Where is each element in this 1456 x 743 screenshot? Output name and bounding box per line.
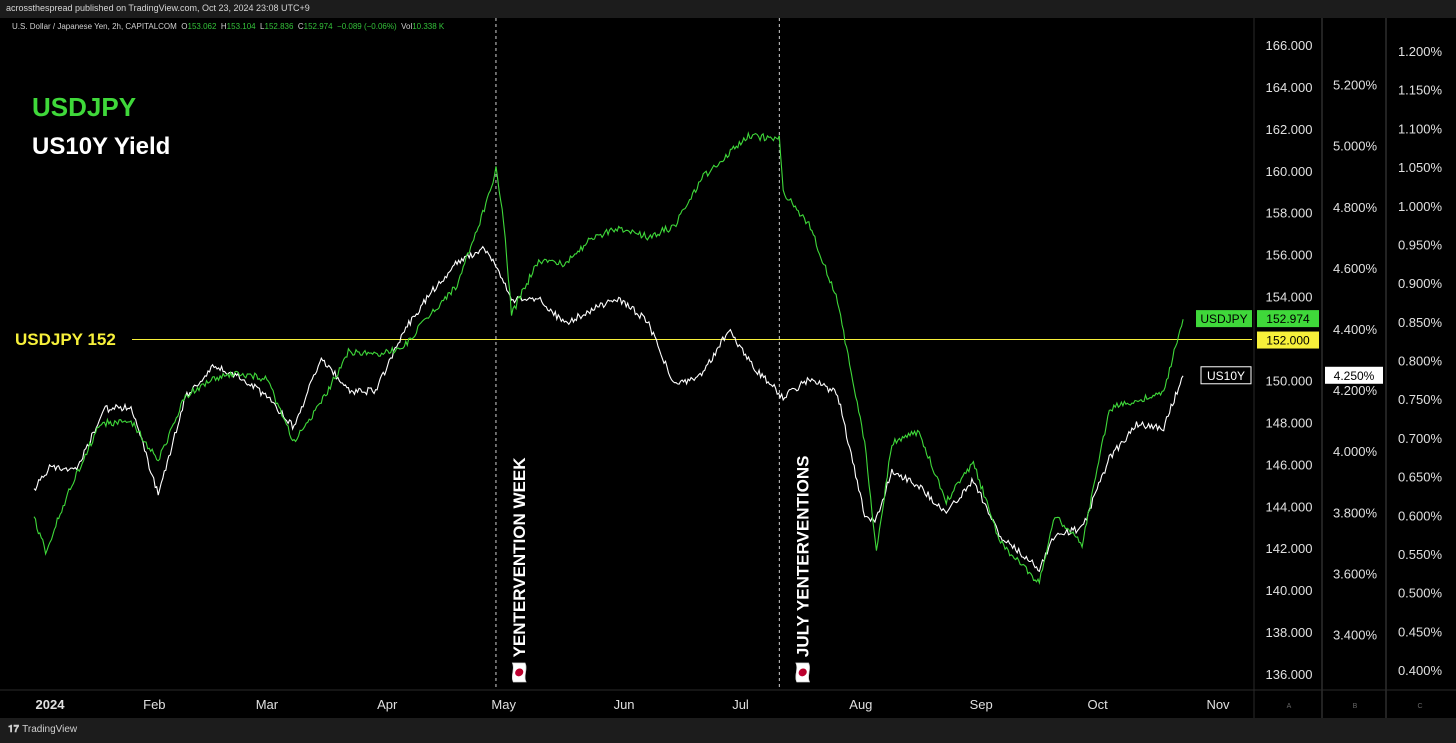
c-axis-tick: 0.800% [1398, 354, 1443, 369]
c-axis-tick: 0.400% [1398, 663, 1443, 678]
scale-letter-a[interactable]: A [1287, 703, 1292, 710]
open-label: O [181, 22, 188, 31]
usdjpy-axis-tick: 146.000 [1266, 457, 1313, 472]
c-axis-tick: 0.750% [1398, 392, 1443, 407]
us10y-axis-tick: 4.000% [1333, 444, 1378, 459]
close-label: C [297, 22, 304, 31]
usdjpy-axis-tick: 164.000 [1266, 80, 1313, 95]
time-axis-tick: Nov [1206, 697, 1230, 712]
intervention-marker-label: 🇯🇵 YENTERVENTION WEEK [510, 457, 529, 683]
c-axis-tick: 1.050% [1398, 160, 1443, 175]
usdjpy-axis-tick: 154.000 [1266, 290, 1313, 305]
volume-label: Vol [401, 22, 413, 31]
time-axis-tick: 2024 [36, 697, 66, 712]
us10y-name-tag: US10Y [1207, 369, 1245, 383]
scale-letter-b[interactable]: B [1353, 703, 1358, 710]
time-axis-tick: Apr [377, 697, 398, 712]
open-value: 153.062 [187, 22, 217, 31]
usdjpy-axis-tick: 156.000 [1266, 248, 1313, 263]
c-axis-tick: 0.950% [1398, 237, 1443, 252]
usdjpy-axis-tick: 166.000 [1266, 38, 1313, 53]
us10y-name-tag-bg [1200, 366, 1252, 385]
us10y-axis-tick: 3.800% [1333, 505, 1378, 520]
c-axis-tick: 1.100% [1398, 121, 1443, 136]
us10y-axis-tick: 4.800% [1333, 200, 1378, 215]
usdjpy-axis-tick: 160.000 [1266, 164, 1313, 179]
time-axis-tick: May [491, 697, 516, 712]
high-label: H [220, 22, 227, 31]
top-bar: acrossthespread published on TradingView… [0, 0, 1456, 18]
c-axis-tick: 1.150% [1398, 83, 1443, 98]
usdjpy-price-tag-bg [1257, 310, 1319, 328]
published-text: acrossthespread published on TradingView… [6, 3, 310, 13]
change-value: −0.089 (−0.06%) [337, 22, 397, 31]
time-axis-tick: Sep [970, 697, 993, 712]
legend-us10y: US10Y Yield [32, 133, 171, 160]
usdjpy-series-line [33, 131, 1184, 586]
symbol-name: U.S. Dollar / Japanese Yen, 2h, CAPITALC… [12, 22, 177, 31]
us10y-price-tag-bg [1325, 366, 1383, 384]
us10y-axis-tick: 4.600% [1333, 261, 1378, 276]
us10y-axis-tick: 5.200% [1333, 78, 1378, 93]
us10y-price-tag: 4.250% [1334, 369, 1375, 383]
c-axis-tick: 1.000% [1398, 199, 1443, 214]
level-label: USDJPY 152 [15, 330, 116, 349]
bottom-bar [0, 718, 1456, 743]
level-price-tag-bg [1257, 331, 1319, 349]
c-axis-tick: 0.600% [1398, 508, 1443, 523]
c-axis-tick: 0.700% [1398, 431, 1443, 446]
c-axis-tick: 0.850% [1398, 315, 1443, 330]
usdjpy-name-tag: USDJPY [1200, 312, 1247, 326]
usdjpy-name-tag-bg [1196, 310, 1252, 328]
low-label: L [260, 22, 265, 31]
legend-usdjpy: USDJPY [32, 92, 137, 122]
usdjpy-price-tag: 152.974 [1266, 312, 1310, 326]
usdjpy-axis-tick: 136.000 [1266, 667, 1313, 682]
us10y-axis-tick: 5.000% [1333, 139, 1378, 154]
close-value: 152.974 [303, 22, 333, 31]
high-value: 153.104 [226, 22, 256, 31]
usdjpy-axis-tick: 150.000 [1266, 373, 1313, 388]
c-axis-tick: 0.550% [1398, 547, 1443, 562]
usdjpy-axis-tick: 144.000 [1266, 499, 1313, 514]
c-axis-tick: 0.650% [1398, 470, 1443, 485]
us10y-axis-tick: 4.400% [1333, 322, 1378, 337]
level-price-tag: 152.000 [1266, 334, 1310, 348]
time-axis-tick: Jun [614, 697, 635, 712]
usdjpy-axis-tick: 148.000 [1266, 415, 1313, 430]
brand-label: TradingView [22, 724, 78, 735]
low-value: 152.836 [264, 22, 294, 31]
symbol-info-line: U.S. Dollar / Japanese Yen, 2h, CAPITALC… [12, 22, 444, 31]
usdjpy-axis-tick: 162.000 [1266, 122, 1313, 137]
usdjpy-axis-tick: 158.000 [1266, 206, 1313, 221]
scale-letter-c[interactable]: C [1417, 703, 1422, 710]
time-axis-tick: Jul [732, 697, 749, 712]
time-axis-tick: Aug [849, 697, 872, 712]
tradingview-logo[interactable]: 𝟏𝟕 TradingView [8, 724, 77, 735]
us10y-axis-tick: 4.200% [1333, 383, 1378, 398]
usdjpy-axis-tick: 138.000 [1266, 625, 1313, 640]
us10y-series-line [33, 245, 1184, 573]
volume-value: 10.338 K [412, 22, 445, 31]
time-axis-tick: Feb [143, 697, 165, 712]
time-axis-tick: Oct [1088, 697, 1109, 712]
intervention-marker-label: 🇯🇵 JULY YENTERVENTIONS [793, 456, 812, 683]
usdjpy-axis-tick: 140.000 [1266, 583, 1313, 598]
c-axis-tick: 0.450% [1398, 624, 1443, 639]
usdjpy-axis-tick: 142.000 [1266, 541, 1313, 556]
c-axis-tick: 0.500% [1398, 586, 1443, 601]
c-axis-tick: 0.900% [1398, 276, 1443, 291]
time-axis-tick: Mar [256, 697, 279, 712]
us10y-axis-tick: 3.400% [1333, 627, 1378, 642]
us10y-axis-tick: 3.600% [1333, 566, 1378, 581]
c-axis-tick: 1.200% [1398, 44, 1443, 59]
tv-icon: 𝟏𝟕 [8, 724, 20, 735]
